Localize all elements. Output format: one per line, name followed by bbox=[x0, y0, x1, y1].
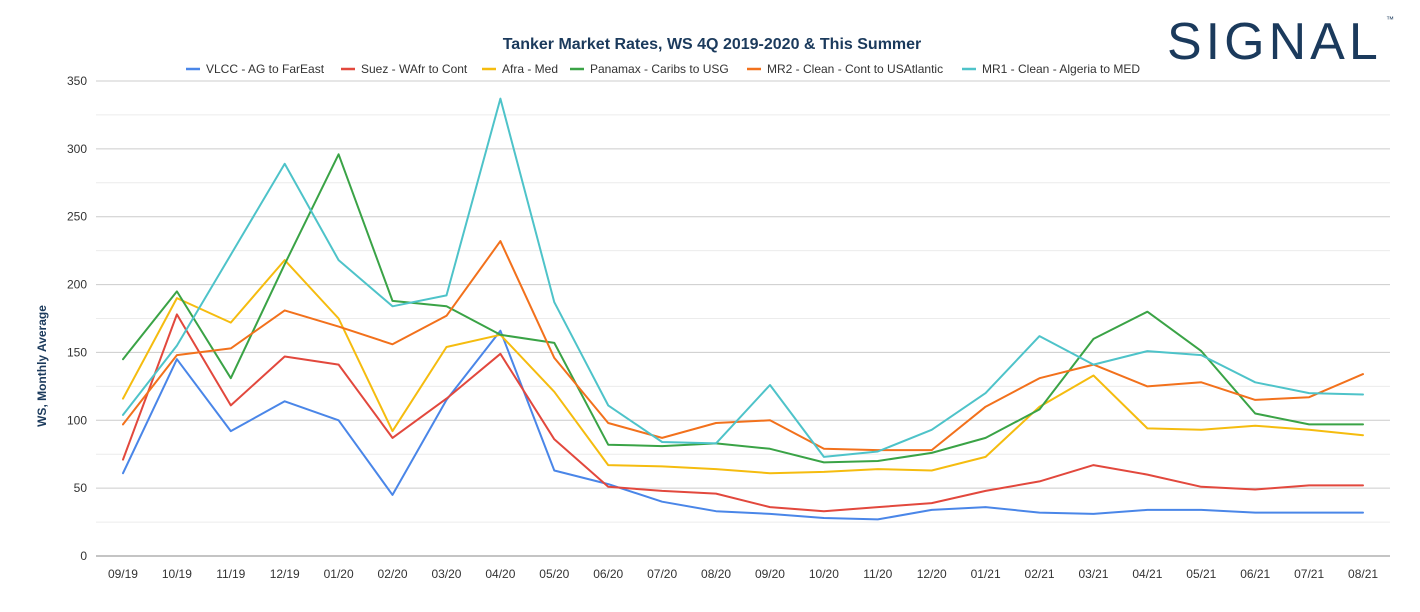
x-tick-label: 03/21 bbox=[1078, 567, 1108, 581]
series-line bbox=[122, 153, 1364, 464]
x-tick-label: 09/20 bbox=[755, 567, 785, 581]
x-tick-label: 01/21 bbox=[971, 567, 1001, 581]
x-tick-label: 08/20 bbox=[701, 567, 731, 581]
x-tick-label: 04/21 bbox=[1132, 567, 1162, 581]
chart-series bbox=[122, 97, 1364, 521]
legend-label: Panamax - Caribs to USG bbox=[590, 62, 729, 76]
y-tick-label: 350 bbox=[67, 74, 87, 88]
y-tick-label: 200 bbox=[67, 278, 87, 292]
legend-item: Suez - WAfr to Cont bbox=[341, 62, 468, 76]
x-tick-label: 06/21 bbox=[1240, 567, 1270, 581]
y-axis-label: WS, Monthly Average bbox=[35, 305, 49, 427]
x-tick-label: 05/21 bbox=[1186, 567, 1216, 581]
legend-item: MR1 - Clean - Algeria to MED bbox=[962, 62, 1140, 76]
legend-label: VLCC - AG to FarEast bbox=[206, 62, 325, 76]
series-line bbox=[122, 97, 1364, 458]
chart-title: Tanker Market Rates, WS 4Q 2019-2020 & T… bbox=[503, 36, 922, 53]
y-tick-label: 300 bbox=[67, 142, 87, 156]
legend-item: Afra - Med bbox=[482, 62, 558, 76]
legend-label: MR1 - Clean - Algeria to MED bbox=[982, 62, 1140, 76]
y-tick-label: 150 bbox=[67, 345, 87, 359]
x-tick-label: 07/21 bbox=[1294, 567, 1324, 581]
series-line bbox=[122, 259, 1364, 475]
x-tick-label: 12/19 bbox=[270, 567, 300, 581]
y-tick-label: 100 bbox=[67, 413, 87, 427]
x-tick-label: 10/20 bbox=[809, 567, 839, 581]
x-tick-label: 12/20 bbox=[917, 567, 947, 581]
logo-trademark: ™ bbox=[1386, 15, 1394, 24]
x-tick-label: 03/20 bbox=[431, 567, 461, 581]
x-tick-label: 06/20 bbox=[593, 567, 623, 581]
x-tick-label: 02/21 bbox=[1025, 567, 1055, 581]
x-tick-label: 11/20 bbox=[863, 567, 892, 581]
series-line bbox=[122, 240, 1364, 452]
x-tick-label: 10/19 bbox=[162, 567, 192, 581]
x-tick-label: 08/21 bbox=[1348, 567, 1378, 581]
x-tick-label: 02/20 bbox=[378, 567, 408, 581]
x-tick-label: 05/20 bbox=[539, 567, 569, 581]
x-tick-label: 01/20 bbox=[324, 567, 354, 581]
series-line bbox=[122, 313, 1364, 513]
legend-label: Afra - Med bbox=[502, 62, 558, 76]
x-tick-label: 11/19 bbox=[216, 567, 245, 581]
chart-legend: VLCC - AG to FarEast Suez - WAfr to Cont A… bbox=[186, 62, 1140, 76]
legend-label: MR2 - Clean - Cont to USAtlantic bbox=[767, 62, 943, 76]
signal-logo: SIGNAL ™ bbox=[1167, 13, 1394, 71]
legend-item: VLCC - AG to FarEast bbox=[186, 62, 325, 76]
x-axis-ticks: 09/19 10/19 11/19 12/19 01/20 02/20 03/20 04/20… bbox=[108, 567, 1378, 581]
y-tick-label: 250 bbox=[67, 210, 87, 224]
y-tick-label: 50 bbox=[74, 481, 88, 495]
logo-text: SIGNAL bbox=[1167, 13, 1382, 71]
y-tick-label: 0 bbox=[80, 549, 87, 563]
y-axis-ticks: 0 50 100 150 200 250 300 350 bbox=[67, 74, 87, 563]
series-line bbox=[122, 329, 1364, 521]
legend-label: Suez - WAfr to Cont bbox=[361, 62, 468, 76]
x-tick-label: 09/19 bbox=[108, 567, 138, 581]
x-tick-label: 04/20 bbox=[485, 567, 515, 581]
legend-item: Panamax - Caribs to USG bbox=[570, 62, 729, 76]
x-tick-label: 07/20 bbox=[647, 567, 677, 581]
legend-item: MR2 - Clean - Cont to USAtlantic bbox=[747, 62, 943, 76]
